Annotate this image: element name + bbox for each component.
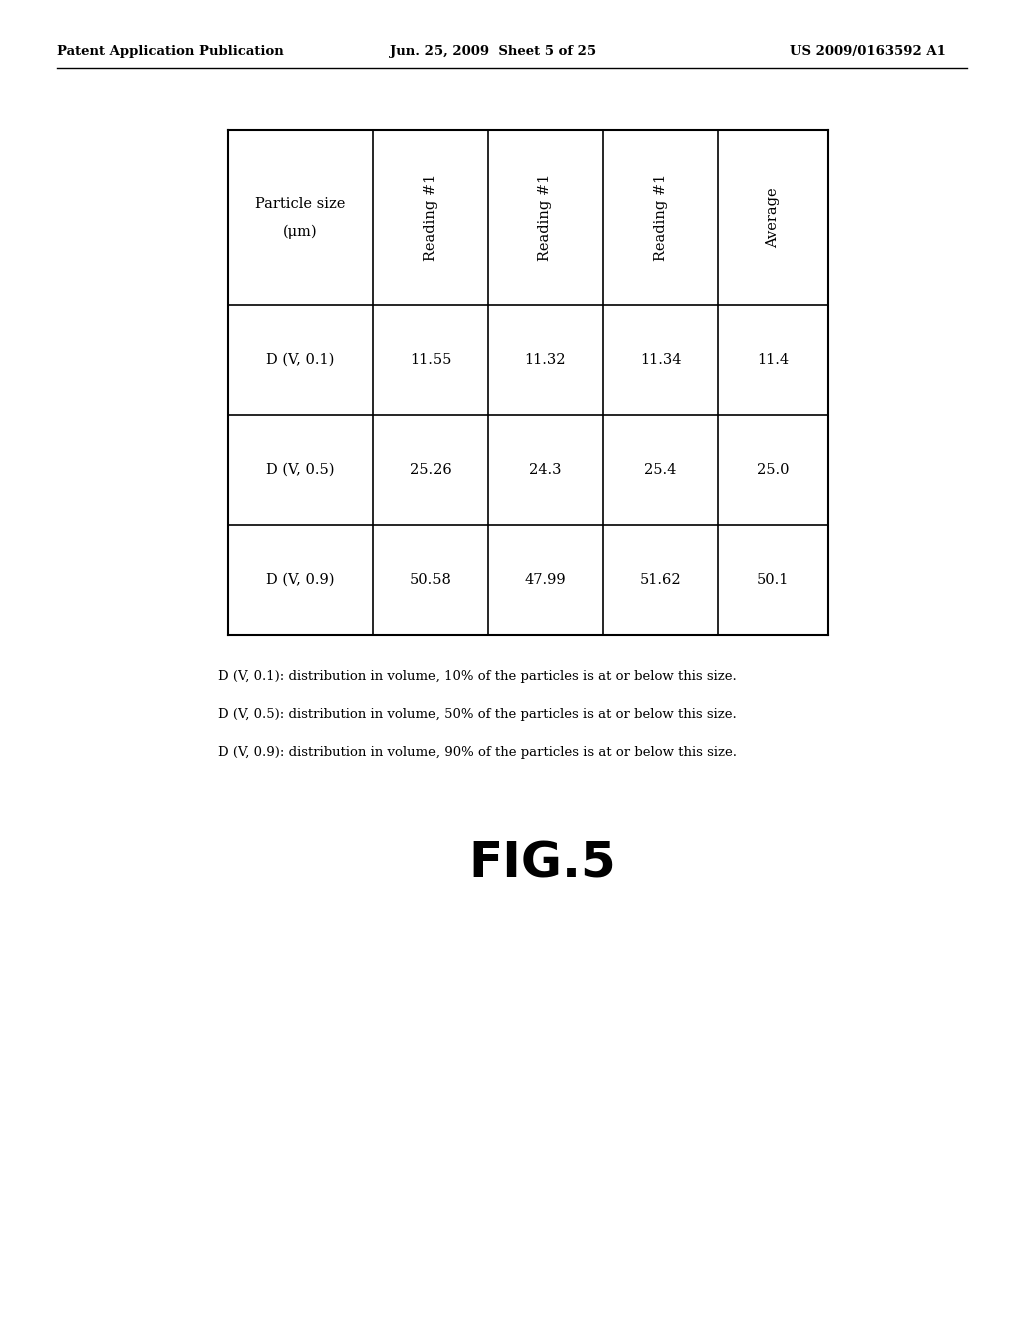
Text: 50.58: 50.58 — [410, 573, 452, 587]
Text: Jun. 25, 2009  Sheet 5 of 25: Jun. 25, 2009 Sheet 5 of 25 — [390, 45, 596, 58]
Text: Patent Application Publication: Patent Application Publication — [57, 45, 284, 58]
Text: Reading #1: Reading #1 — [653, 174, 668, 261]
Text: D (V, 0.9): distribution in volume, 90% of the particles is at or below this siz: D (V, 0.9): distribution in volume, 90% … — [218, 746, 737, 759]
Text: 47.99: 47.99 — [524, 573, 566, 587]
Text: 51.62: 51.62 — [640, 573, 681, 587]
Text: 25.26: 25.26 — [410, 463, 452, 477]
Text: 25.0: 25.0 — [757, 463, 790, 477]
Text: Particle size: Particle size — [255, 197, 346, 210]
Text: (μm): (μm) — [284, 224, 317, 239]
Text: 25.4: 25.4 — [644, 463, 677, 477]
Text: Reading #1: Reading #1 — [424, 174, 437, 261]
Text: FIG.5: FIG.5 — [468, 840, 615, 887]
Text: Average: Average — [766, 187, 780, 248]
Text: D (V, 0.5): distribution in volume, 50% of the particles is at or below this siz: D (V, 0.5): distribution in volume, 50% … — [218, 708, 736, 721]
Text: 50.1: 50.1 — [757, 573, 790, 587]
Text: D (V, 0.1): D (V, 0.1) — [266, 352, 335, 367]
Text: 11.32: 11.32 — [524, 352, 566, 367]
Text: 24.3: 24.3 — [529, 463, 562, 477]
Text: D (V, 0.1): distribution in volume, 10% of the particles is at or below this siz: D (V, 0.1): distribution in volume, 10% … — [218, 671, 736, 682]
Text: 11.55: 11.55 — [410, 352, 452, 367]
Text: US 2009/0163592 A1: US 2009/0163592 A1 — [790, 45, 946, 58]
Text: Reading #1: Reading #1 — [539, 174, 553, 261]
Text: D (V, 0.5): D (V, 0.5) — [266, 463, 335, 477]
Text: 11.34: 11.34 — [640, 352, 681, 367]
Text: 11.4: 11.4 — [757, 352, 790, 367]
Text: D (V, 0.9): D (V, 0.9) — [266, 573, 335, 587]
